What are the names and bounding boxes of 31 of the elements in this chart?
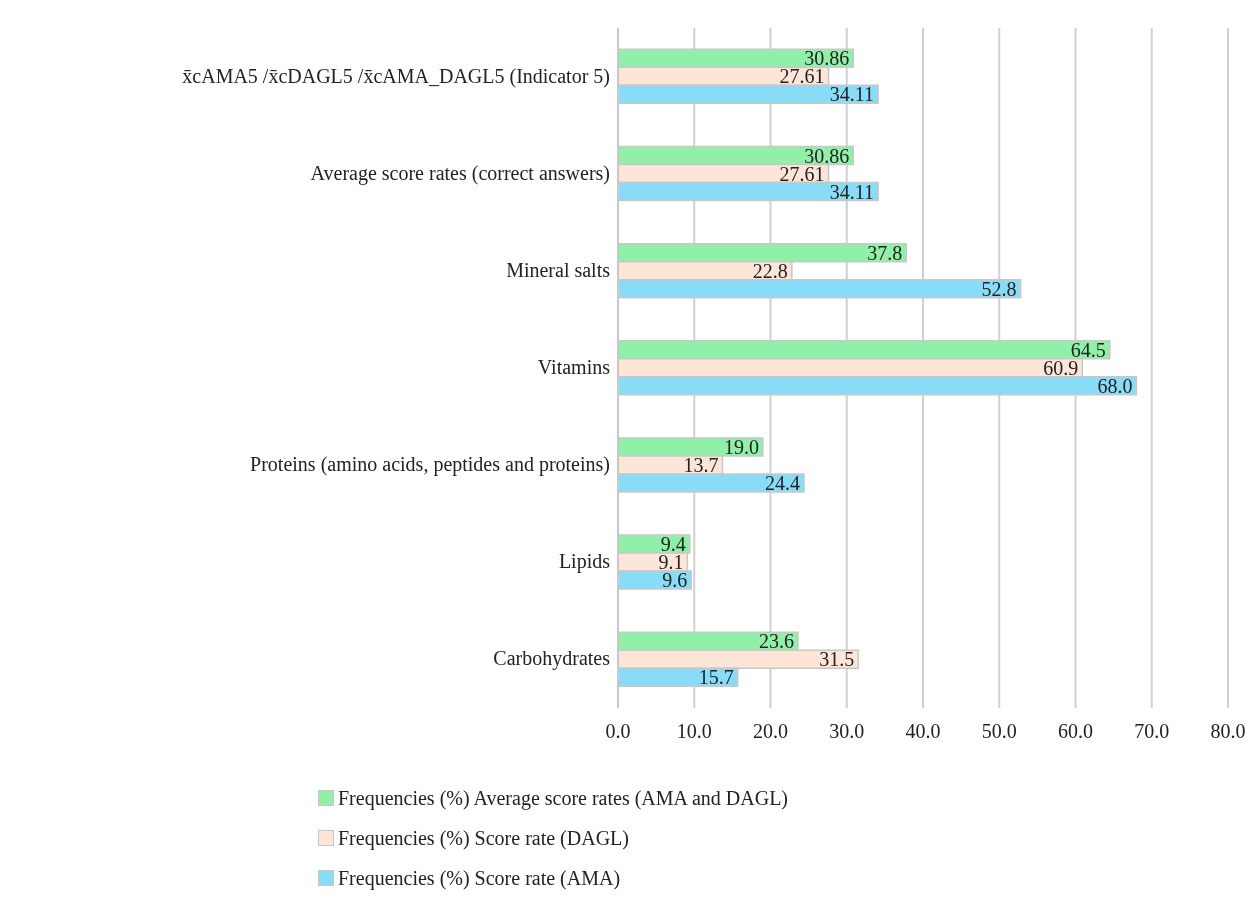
legend-label: Frequencies (%) Score rate (DAGL) bbox=[338, 826, 629, 850]
y-tick-label: Lipids bbox=[558, 550, 611, 574]
x-tick-label: 40.0 bbox=[905, 720, 941, 743]
legend-label: Frequencies (%) Average score rates (AMA and DAGL) bbox=[338, 786, 789, 810]
data-label: 15.7 bbox=[698, 666, 734, 689]
y-tick-label: Carbohydrates bbox=[493, 647, 611, 671]
x-tick-label: 20.0 bbox=[753, 720, 788, 743]
data-label: 22.8 bbox=[752, 259, 788, 282]
y-tick-label: Proteins (amino acids, peptides and proteins) bbox=[250, 453, 610, 477]
y-tick-label: x̄cAMA5 /x̄cDAGL5 /x̄cAMA_DAGL5 (Indicator 5) bbox=[182, 64, 610, 88]
x-tick-label: 80.0 bbox=[1210, 720, 1246, 743]
x-tick-label: 30.0 bbox=[829, 720, 865, 743]
data-label: 24.4 bbox=[765, 471, 801, 494]
data-label: 23.6 bbox=[758, 630, 794, 653]
y-tick-label: Vitamins bbox=[537, 356, 611, 378]
y-tick-label: Mineral salts bbox=[506, 258, 611, 281]
x-tick-label: 70.0 bbox=[1134, 720, 1170, 743]
legend-label: Frequencies (%) Score rate (AMA) bbox=[338, 866, 621, 890]
data-label: 34.11 bbox=[829, 180, 875, 203]
x-tick-label: 0.0 bbox=[605, 720, 631, 743]
data-label: 52.8 bbox=[981, 277, 1017, 300]
x-tick-label: 10.0 bbox=[676, 720, 712, 743]
data-label: 68.0 bbox=[1097, 374, 1133, 397]
y-tick-label: Average score rates (correct answers) bbox=[310, 161, 610, 185]
data-label: 31.5 bbox=[819, 648, 855, 671]
x-tick-label: 60.0 bbox=[1058, 720, 1093, 743]
data-label: 19.0 bbox=[723, 435, 759, 458]
data-label: 37.8 bbox=[867, 241, 903, 264]
x-tick-label: 50.0 bbox=[981, 720, 1017, 743]
data-label: 13.7 bbox=[683, 453, 719, 476]
data-label: 34.11 bbox=[829, 83, 875, 106]
